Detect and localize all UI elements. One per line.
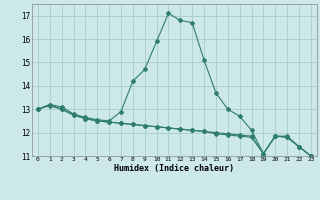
X-axis label: Humidex (Indice chaleur): Humidex (Indice chaleur) bbox=[115, 164, 234, 173]
